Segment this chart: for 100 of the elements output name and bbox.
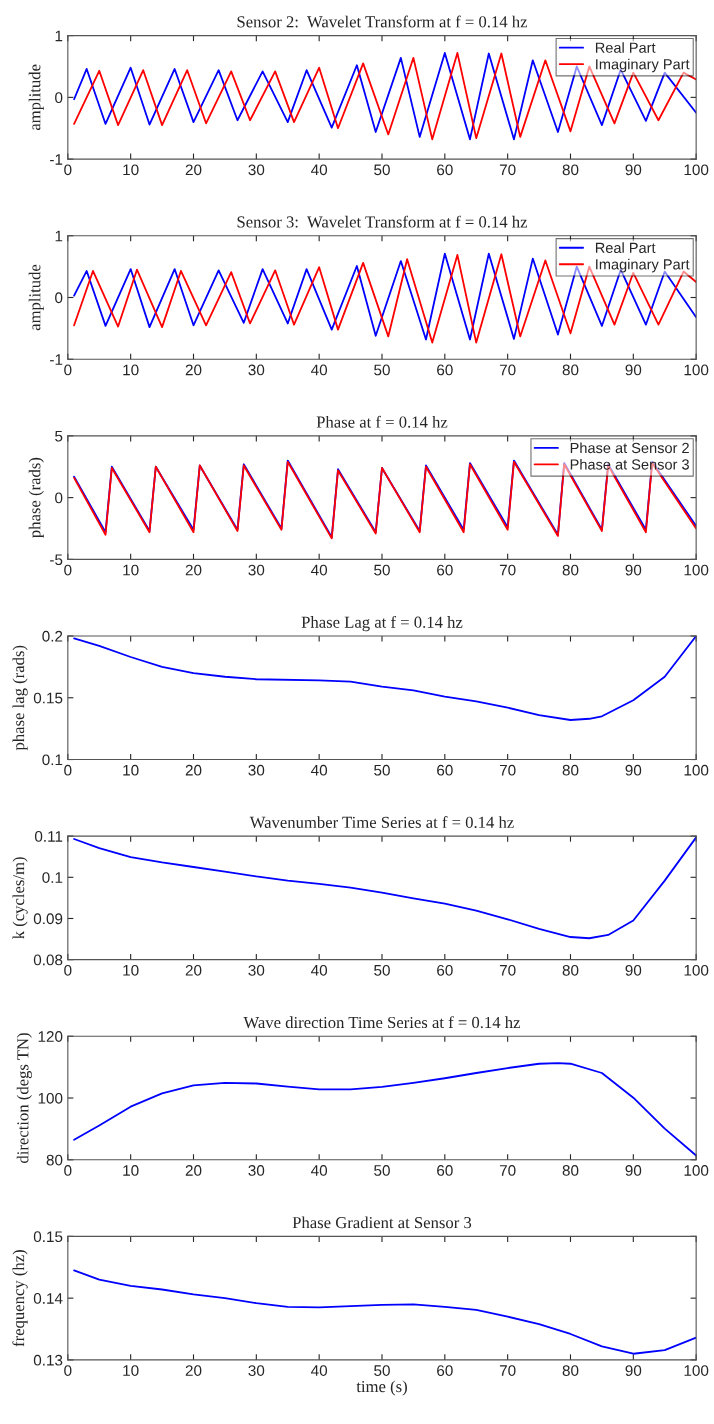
y-axis-title: frequency (hz) bbox=[12, 1250, 28, 1347]
x-tick-label: 70 bbox=[499, 964, 516, 976]
y-tick-label: 0.15 bbox=[33, 692, 63, 704]
x-tick-label: 40 bbox=[311, 364, 328, 376]
y-tick-label: 0.08 bbox=[33, 954, 63, 966]
x-tick-label: 100 bbox=[684, 364, 709, 376]
x-tick-label: 90 bbox=[625, 364, 642, 376]
x-tick-label: 70 bbox=[499, 564, 516, 576]
x-tick-label: 100 bbox=[684, 964, 709, 976]
x-tick-label: 0 bbox=[64, 564, 72, 576]
line-series bbox=[73, 635, 697, 721]
x-tick-label: 100 bbox=[684, 164, 709, 176]
x-tick-label: 10 bbox=[123, 1165, 139, 1176]
x-tick-label: 20 bbox=[185, 564, 202, 576]
x-tick-label: 80 bbox=[562, 1365, 579, 1376]
line-series bbox=[73, 1269, 697, 1355]
x-tick-label: 10 bbox=[123, 564, 139, 576]
x-tick-label: 60 bbox=[437, 1165, 453, 1176]
x-tick-label: 80 bbox=[562, 364, 579, 376]
x-tick-label: 60 bbox=[437, 364, 453, 376]
y-tick-label: 1 bbox=[55, 230, 63, 242]
legend-label: Imaginary Part bbox=[596, 58, 690, 73]
x-tick-label: 70 bbox=[499, 1365, 516, 1376]
legend-label: Real Part bbox=[595, 242, 656, 253]
chart-title: Sensor 3: Wavelet Transform at f = 0.14 hz bbox=[237, 215, 528, 228]
y-tick-label: 0.1 bbox=[42, 754, 63, 766]
x-tick-label: 60 bbox=[437, 564, 453, 576]
x-tick-label: 0 bbox=[64, 164, 72, 176]
x-tick-label: 90 bbox=[625, 164, 642, 176]
y-tick-label: -1 bbox=[50, 354, 63, 365]
x-tick-label: 50 bbox=[374, 1365, 390, 1376]
x-tick-label: 0 bbox=[64, 1365, 72, 1376]
x-tick-label: 0 bbox=[64, 364, 72, 376]
x-tick-label: 0 bbox=[64, 964, 72, 976]
x-tick-label: 40 bbox=[311, 1365, 328, 1376]
x-tick-label: 30 bbox=[248, 964, 265, 976]
x-tick-label: 80 bbox=[562, 964, 579, 976]
legend-label: Imaginary Part bbox=[596, 258, 690, 273]
x-tick-label: 10 bbox=[123, 764, 139, 776]
x-tick-label: 40 bbox=[311, 164, 328, 176]
y-axis-title: phase (rads) bbox=[28, 457, 44, 538]
x-tick-label: 20 bbox=[185, 1365, 202, 1376]
x-tick-label: 70 bbox=[499, 1165, 516, 1176]
y-tick-label: 0.15 bbox=[33, 1231, 63, 1243]
y-tick-label: 0.1 bbox=[42, 872, 63, 883]
x-tick-label: 20 bbox=[185, 364, 202, 376]
x-tick-label: 70 bbox=[499, 764, 516, 776]
y-tick-label: 120 bbox=[38, 1031, 63, 1042]
x-tick-label: 80 bbox=[562, 764, 579, 776]
series-label: Phase at Sensor 2 bbox=[570, 442, 689, 454]
y-tick-label: 0.14 bbox=[33, 1293, 63, 1304]
x-tick-label: 30 bbox=[248, 564, 265, 576]
x-tick-label: 50 bbox=[374, 764, 390, 776]
line-series bbox=[73, 836, 697, 940]
x-tick-label: 70 bbox=[499, 364, 516, 376]
y-tick-label: -1 bbox=[50, 154, 63, 165]
x-tick-label: 10 bbox=[123, 964, 139, 976]
x-tick-label: 50 bbox=[374, 1165, 390, 1176]
y-tick-label: 0.09 bbox=[33, 913, 63, 925]
x-tick-label: 100 bbox=[684, 1365, 709, 1376]
line-series bbox=[73, 1062, 697, 1157]
y-axis-title: direction (degs TN) bbox=[16, 1033, 32, 1163]
x-tick-label: 60 bbox=[437, 764, 453, 776]
chart-title: Phase at f = 0.14 hz bbox=[316, 415, 448, 428]
x-tick-label: 20 bbox=[185, 964, 202, 976]
y-tick-label: 5 bbox=[55, 430, 63, 442]
y-axis-title: amplitude bbox=[28, 64, 44, 131]
x-tick-label: 30 bbox=[248, 1165, 265, 1176]
x-tick-label: 30 bbox=[248, 364, 265, 376]
legend-label: Real Part bbox=[595, 42, 656, 53]
x-tick-label: 40 bbox=[311, 564, 328, 576]
x-tick-label: 30 bbox=[248, 1365, 265, 1376]
x-tick-label: 40 bbox=[311, 1165, 328, 1176]
x-tick-label: 90 bbox=[625, 764, 642, 776]
x-tick-label: 10 bbox=[123, 364, 139, 376]
y-tick-label: 0.2 bbox=[42, 630, 63, 642]
chart-title: Wavenumber Time Series at f = 0.14 hz bbox=[249, 816, 514, 829]
x-tick-label: 50 bbox=[374, 564, 390, 576]
x-tick-label: 90 bbox=[625, 964, 642, 976]
y-tick-label: 0 bbox=[55, 292, 63, 304]
x-tick-label: 90 bbox=[625, 1165, 642, 1176]
y-tick-label: 0 bbox=[55, 492, 63, 504]
x-tick-label: 100 bbox=[684, 564, 709, 576]
y-axis-title: k (cycles/m) bbox=[12, 857, 28, 939]
chart-title: Phase Lag at f = 0.14 hz bbox=[301, 615, 463, 632]
x-axis-title: time (s) bbox=[356, 1380, 407, 1396]
y-tick-label: -5 bbox=[50, 554, 63, 566]
y-tick-label: 1 bbox=[55, 30, 63, 42]
x-tick-label: 100 bbox=[684, 764, 709, 776]
x-tick-label: 50 bbox=[374, 164, 390, 176]
line-series bbox=[73, 51, 697, 141]
x-tick-label: 90 bbox=[625, 564, 642, 576]
x-tick-label: 30 bbox=[248, 764, 265, 776]
x-tick-label: 100 bbox=[684, 1165, 709, 1176]
x-tick-label: 20 bbox=[185, 764, 202, 776]
x-tick-label: 20 bbox=[185, 1165, 202, 1176]
y-tick-label: 80 bbox=[46, 1154, 63, 1166]
y-tick-label: 0.13 bbox=[33, 1354, 63, 1366]
legend-label: Phase at Sensor 3 bbox=[570, 458, 689, 470]
x-tick-label: 60 bbox=[437, 1365, 453, 1376]
